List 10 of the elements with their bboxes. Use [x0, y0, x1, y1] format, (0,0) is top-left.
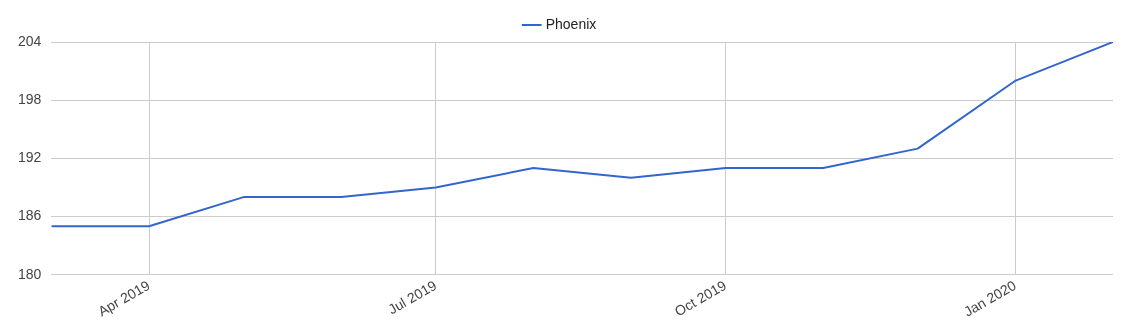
x-tick-label: Jan 2020: [960, 276, 1019, 320]
legend-label: Phoenix: [545, 15, 597, 32]
y-tick-label: 204: [18, 32, 42, 49]
x-tick-label: Oct 2019: [671, 276, 730, 320]
y-tick-label: 180: [18, 265, 42, 282]
y-tick-label: 198: [18, 91, 42, 108]
x-tick-label: Jul 2019: [385, 276, 440, 318]
x-tick-label: Apr 2019: [95, 276, 153, 320]
y-tick-label: 192: [18, 149, 42, 166]
y-tick-label: 186: [18, 207, 42, 224]
